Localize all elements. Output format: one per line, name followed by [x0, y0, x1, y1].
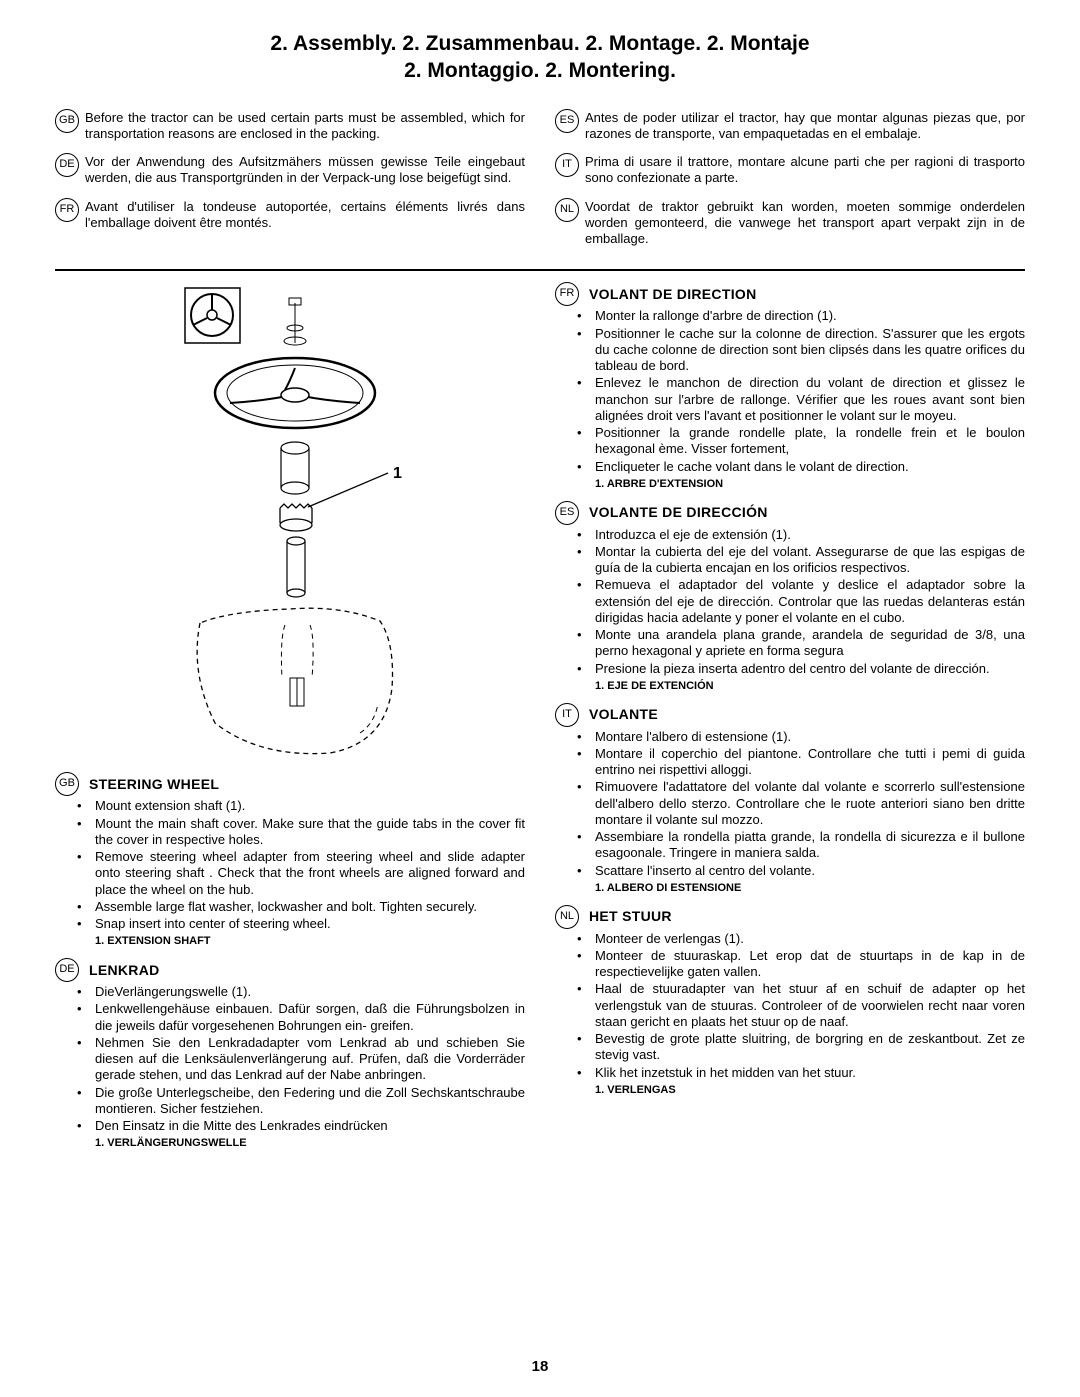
- list-fr: Monter la rallonge d'arbre de direction …: [555, 308, 1025, 475]
- intro-it-text: Prima di usare il trattore, montare alcu…: [585, 154, 1025, 187]
- list-nl: Monteer de verlengas (1). Monteer de stu…: [555, 931, 1025, 1081]
- nl-item: Klik het inzetstuk in het midden van het…: [595, 1065, 1025, 1081]
- title-fr: VOLANT DE DIRECTION: [589, 286, 756, 304]
- nl-item: Monteer de stuuraskap. Let erop dat de s…: [595, 948, 1025, 981]
- title-line-2: 2. Montaggio. 2. Montering.: [55, 57, 1025, 84]
- es-item: Monte una arandela plana grande, arandel…: [595, 627, 1025, 660]
- intro-right-col: ES Antes de poder utilizar el tractor, h…: [555, 110, 1025, 260]
- list-gb: Mount extension shaft (1). Mount the mai…: [55, 798, 525, 932]
- badge-it-2: IT: [555, 703, 579, 727]
- gb-item: Assemble large flat washer, lockwasher a…: [95, 899, 525, 915]
- fr-item: Enlevez le manchon de direction du volan…: [595, 375, 1025, 424]
- main-columns: 1 GB STEERING WHEEL Mount extension shaf…: [55, 283, 1025, 1155]
- section-head-gb: GB STEERING WHEEL: [55, 773, 525, 796]
- intro-nl-text: Voordat de traktor gebruikt kan worden, …: [585, 199, 1025, 248]
- steering-wheel-diagram: 1: [130, 283, 450, 763]
- diagram-svg: 1: [130, 283, 450, 763]
- title-line-1: 2. Assembly. 2. Zusammenbau. 2. Montage.…: [55, 30, 1025, 57]
- es-item: Presione la pieza inserta adentro del ce…: [595, 661, 1025, 677]
- footnote-de: 1. VERLÄNGERUNGSWELLE: [95, 1137, 525, 1151]
- badge-gb-2: GB: [55, 772, 79, 796]
- footnote-nl: 1. VERLENGAS: [595, 1084, 1025, 1098]
- fr-item: Positionner la grande rondelle plate, la…: [595, 425, 1025, 458]
- it-item: Assembiare la rondella piatta grande, la…: [595, 829, 1025, 862]
- footnote-it: 1. ALBERO DI ESTENSIONE: [595, 882, 1025, 896]
- badge-gb: GB: [55, 109, 79, 133]
- section-head-fr: FR VOLANT DE DIRECTION: [555, 283, 1025, 306]
- intro-gb-text: Before the tractor can be used certain p…: [85, 110, 525, 143]
- title-nl: HET STUUR: [589, 908, 672, 926]
- section-head-de: DE LENKRAD: [55, 959, 525, 982]
- de-item: Den Einsatz in die Mitte des Lenkrades e…: [95, 1118, 525, 1134]
- es-item: Introduzca el eje de extensión (1).: [595, 527, 1025, 543]
- badge-fr-2: FR: [555, 282, 579, 306]
- badge-es-2: ES: [555, 501, 579, 525]
- badge-es: ES: [555, 109, 579, 133]
- left-column: 1 GB STEERING WHEEL Mount extension shaf…: [55, 283, 525, 1155]
- diagram-callout-1: 1: [393, 465, 402, 482]
- it-item: Scattare l'inserto al centro del volante…: [595, 863, 1025, 879]
- nl-item: Haal de stuuradapter van het stuur af en…: [595, 981, 1025, 1030]
- intro-left-col: GB Before the tractor can be used certai…: [55, 110, 525, 260]
- it-item: Rimuovere l'adattatore del volante dal v…: [595, 779, 1025, 828]
- badge-fr: FR: [55, 198, 79, 222]
- badge-nl-2: NL: [555, 905, 579, 929]
- nl-item: Bevestig de grote platte sluitring, de b…: [595, 1031, 1025, 1064]
- intro-de-text: Vor der Anwendung des Aufsitzmähers müss…: [85, 154, 525, 187]
- list-de: DieVerlängerungswelle (1). Lenkwellengeh…: [55, 984, 525, 1134]
- intro-es: ES Antes de poder utilizar el tractor, h…: [555, 110, 1025, 143]
- intro-fr-text: Avant d'utiliser la tondeuse autoportée,…: [85, 199, 525, 232]
- title-gb: STEERING WHEEL: [89, 776, 219, 794]
- gb-item: Mount the main shaft cover. Make sure th…: [95, 816, 525, 849]
- footnote-gb: 1. EXTENSION SHAFT: [95, 935, 525, 949]
- badge-nl: NL: [555, 198, 579, 222]
- gb-item: Remove steering wheel adapter from steer…: [95, 849, 525, 898]
- de-item: Lenkwellengehäuse einbauen. Dafür sorgen…: [95, 1001, 525, 1034]
- de-item: DieVerlängerungswelle (1).: [95, 984, 525, 1000]
- es-item: Montar la cubierta del eje del volant. A…: [595, 544, 1025, 577]
- gb-item: Snap insert into center of steering whee…: [95, 916, 525, 932]
- badge-de-2: DE: [55, 958, 79, 982]
- intro-columns: GB Before the tractor can be used certai…: [55, 110, 1025, 260]
- fr-item: Monter la rallonge d'arbre de direction …: [595, 308, 1025, 324]
- nl-item: Monteer de verlengas (1).: [595, 931, 1025, 947]
- de-item: Nehmen Sie den Lenkradadapter vom Lenkra…: [95, 1035, 525, 1084]
- fr-item: Encliqueter le cache volant dans le vola…: [595, 459, 1025, 475]
- intro-es-text: Antes de poder utilizar el tractor, hay …: [585, 110, 1025, 143]
- footnote-es: 1. EJE DE EXTENCIÓN: [595, 680, 1025, 694]
- badge-de: DE: [55, 153, 79, 177]
- list-it: Montare l'albero di estensione (1). Mont…: [555, 729, 1025, 879]
- section-head-it: IT VOLANTE: [555, 704, 1025, 727]
- title-de: LENKRAD: [89, 962, 160, 980]
- footnote-fr: 1. ARBRE D'EXTENSION: [595, 478, 1025, 492]
- page-number: 18: [532, 1358, 549, 1377]
- de-item: Die große Unterlegscheibe, den Federing …: [95, 1085, 525, 1118]
- fr-item: Positionner le cache sur la colonne de d…: [595, 326, 1025, 375]
- it-item: Montare il coperchio del piantone. Contr…: [595, 746, 1025, 779]
- right-column: FR VOLANT DE DIRECTION Monter la rallong…: [555, 283, 1025, 1155]
- section-head-nl: NL HET STUUR: [555, 906, 1025, 929]
- title-es: VOLANTE DE DIRECCIÓN: [589, 504, 768, 522]
- badge-it: IT: [555, 153, 579, 177]
- divider: [55, 269, 1025, 271]
- intro-fr: FR Avant d'utiliser la tondeuse autoport…: [55, 199, 525, 232]
- intro-it: IT Prima di usare il trattore, montare a…: [555, 154, 1025, 187]
- page-title: 2. Assembly. 2. Zusammenbau. 2. Montage.…: [55, 30, 1025, 85]
- intro-gb: GB Before the tractor can be used certai…: [55, 110, 525, 143]
- section-head-es: ES VOLANTE DE DIRECCIÓN: [555, 502, 1025, 525]
- gb-item: Mount extension shaft (1).: [95, 798, 525, 814]
- it-item: Montare l'albero di estensione (1).: [595, 729, 1025, 745]
- intro-nl: NL Voordat de traktor gebruikt kan worde…: [555, 199, 1025, 248]
- list-es: Introduzca el eje de extensión (1). Mont…: [555, 527, 1025, 677]
- intro-de: DE Vor der Anwendung des Aufsitzmähers m…: [55, 154, 525, 187]
- title-it: VOLANTE: [589, 706, 658, 724]
- es-item: Remueva el adaptador del volante y desli…: [595, 577, 1025, 626]
